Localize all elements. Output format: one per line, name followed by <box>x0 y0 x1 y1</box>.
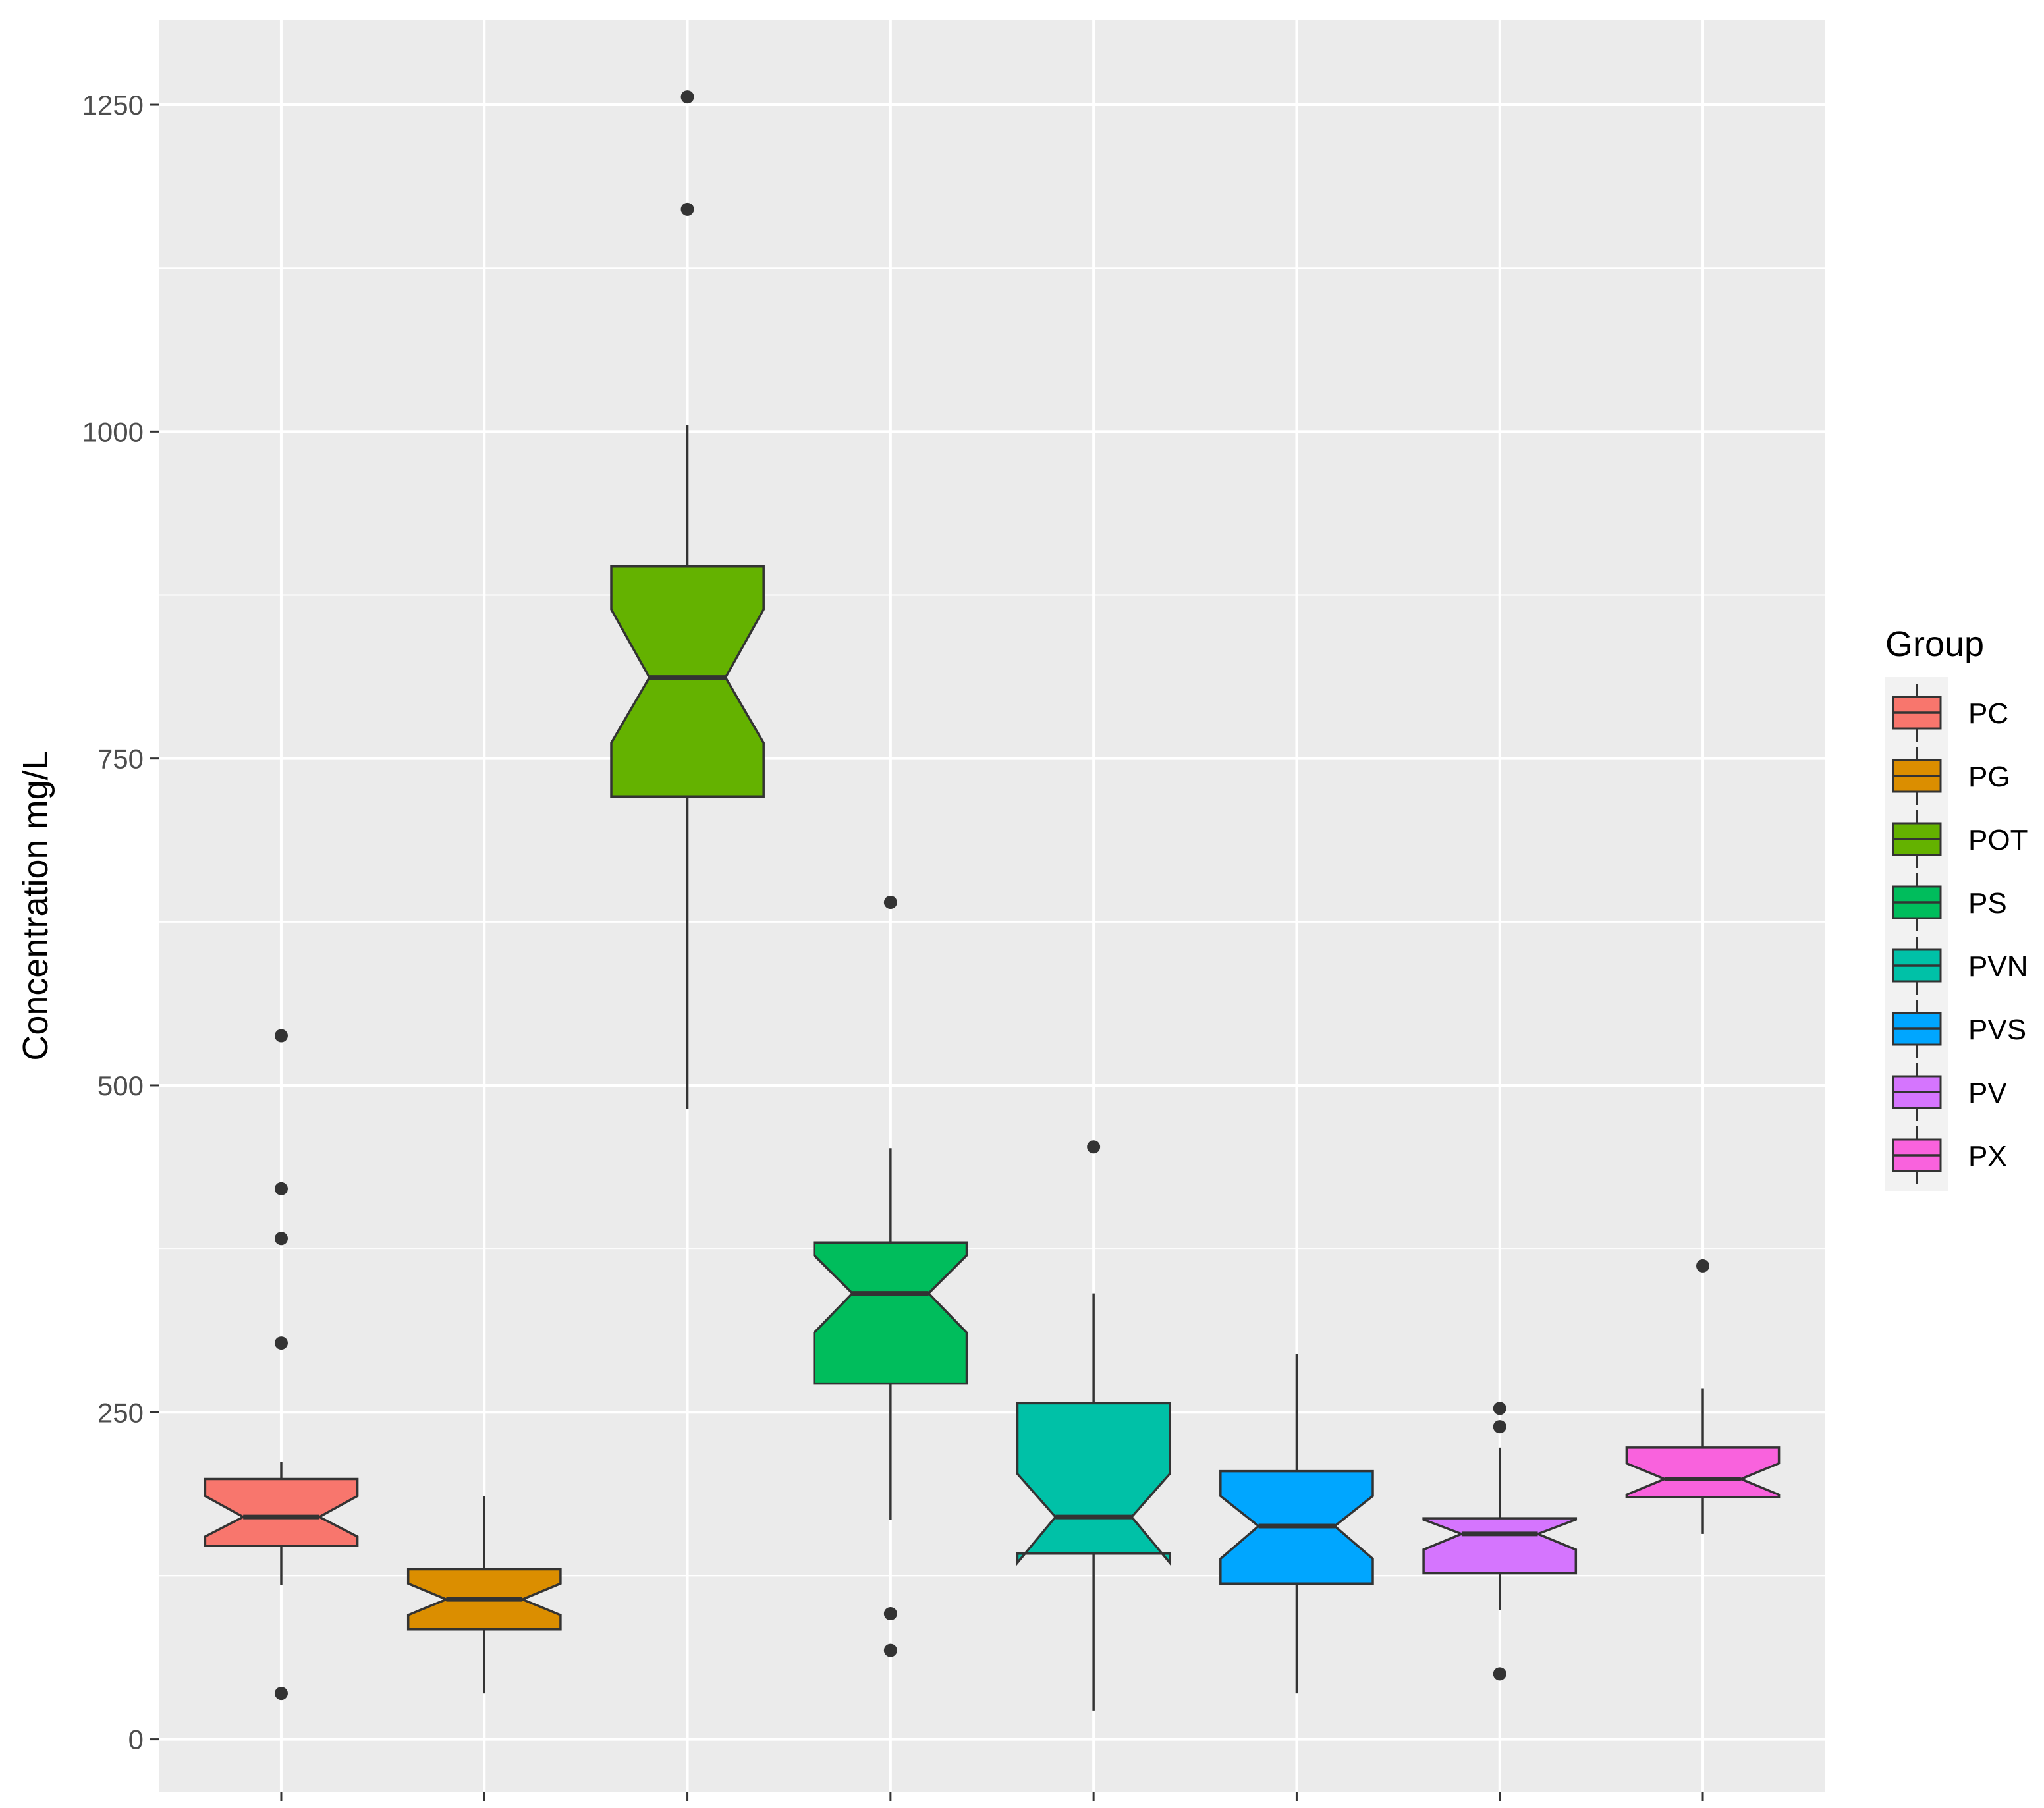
legend-label: PX <box>1968 1140 2007 1172</box>
outlier-point <box>274 1336 288 1350</box>
box-pc <box>204 1029 359 1701</box>
outlier-point <box>1493 1420 1506 1434</box>
legend-label: PS <box>1968 887 2007 919</box>
box-ps <box>813 896 968 1657</box>
box-pvs <box>1219 1353 1374 1694</box>
legend-item-pc: PC <box>1892 684 2008 742</box>
y-tick-label: 500 <box>97 1070 144 1101</box>
box-pg <box>406 1496 562 1694</box>
legend-item-pot: POT <box>1892 810 2028 868</box>
outlier-point <box>274 1182 288 1195</box>
y-tick-label: 1000 <box>82 416 144 447</box>
y-tick-label: 0 <box>128 1724 144 1755</box>
legend-label: POT <box>1968 824 2028 856</box>
outlier-point <box>1087 1140 1101 1154</box>
box-body <box>1016 1402 1171 1566</box>
legend-label: PG <box>1968 761 2010 793</box>
box-px <box>1625 1259 1781 1534</box>
outlier-point <box>883 1643 897 1657</box>
y-axis-ticks: 0 250 500 750 1000 1250 <box>82 90 159 1755</box>
y-tick-label: 1250 <box>82 90 144 121</box>
legend-item-pvs: PVS <box>1892 1000 2026 1058</box>
y-tick-label: 250 <box>97 1397 144 1428</box>
box-pot <box>610 90 765 1109</box>
outlier-point <box>274 1687 288 1701</box>
legend-item-ps: PS <box>1892 873 2007 931</box>
outlier-point <box>1696 1259 1710 1273</box>
legend-item-pg: PG <box>1892 747 2010 805</box>
box-body <box>1422 1517 1578 1575</box>
x-axis-ticks <box>280 1792 1704 1801</box>
legend-label: PVN <box>1968 950 2028 983</box>
plot-panel <box>159 20 1825 1792</box>
outlier-point <box>883 896 897 910</box>
legend-title: Group <box>1885 624 1984 664</box>
box-pvn <box>1016 1140 1171 1711</box>
outlier-point <box>274 1232 288 1246</box>
boxes <box>204 90 1781 1711</box>
outlier-point <box>1493 1667 1506 1681</box>
y-tick-label: 750 <box>97 744 144 775</box>
box-body <box>813 1241 968 1385</box>
outlier-point <box>883 1607 897 1621</box>
outlier-point <box>274 1029 288 1043</box>
box-body <box>204 1477 359 1547</box>
box-pv <box>1422 1402 1578 1681</box>
legend-label: PC <box>1968 698 2008 730</box>
box-body <box>1625 1446 1781 1499</box>
legend-label: PVS <box>1968 1014 2026 1046</box>
legend-item-pvn: PVN <box>1892 937 2028 995</box>
legend-item-px: PX <box>1892 1126 2007 1184</box>
outlier-point <box>680 90 694 104</box>
legend: Group PC PG POT PS PVN PVS PV PX <box>1885 624 2028 1191</box>
outlier-point <box>1493 1402 1506 1415</box>
legend-label: PV <box>1968 1077 2007 1109</box>
box-body <box>610 565 765 798</box>
outlier-point <box>680 202 694 216</box>
legend-item-pv: PV <box>1892 1063 2007 1121</box>
y-axis-title: Concentration mg/L <box>16 750 55 1060</box>
